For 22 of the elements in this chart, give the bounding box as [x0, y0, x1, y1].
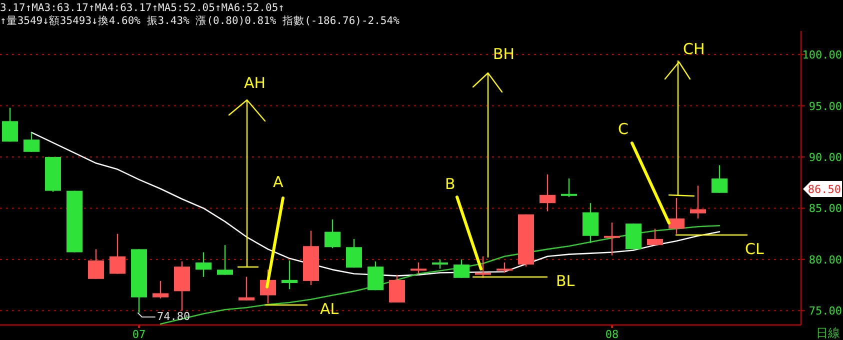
price-tag: 86.50 — [803, 181, 842, 197]
title: 3.17↑MA3:63.17↑MA4:63.17↑MA5:52.05↑MA6:52.05↑ — [0, 2, 284, 14]
ytick: 85.00 — [808, 202, 842, 216]
annotation: 74.80 — [157, 310, 190, 324]
annotation: BL — [556, 272, 575, 290]
annotation: AL — [320, 300, 339, 318]
ytick: 100.00 — [802, 48, 842, 62]
ytick: 90.00 — [808, 151, 842, 164]
ytick: 80.00 — [808, 253, 842, 266]
annotation: CH — [683, 40, 705, 58]
annotation: BH — [493, 45, 515, 64]
annotation: AH — [244, 74, 266, 92]
annotation: A — [273, 173, 284, 192]
annotation: B — [445, 175, 456, 194]
ytick: 95.00 — [808, 100, 842, 113]
xtick: 08 — [605, 328, 619, 340]
xtick: 07 — [132, 328, 146, 340]
note: 日線 — [816, 326, 840, 340]
annotation: CL — [745, 240, 764, 258]
subtitle: ↑量3549↓額35493↓換4.60% 振3.43% 漲(0.80)0.81% 指數(-186.76)-2.54% — [0, 15, 400, 27]
annotation: C — [618, 120, 628, 138]
ytick: 75.00 — [808, 304, 842, 318]
